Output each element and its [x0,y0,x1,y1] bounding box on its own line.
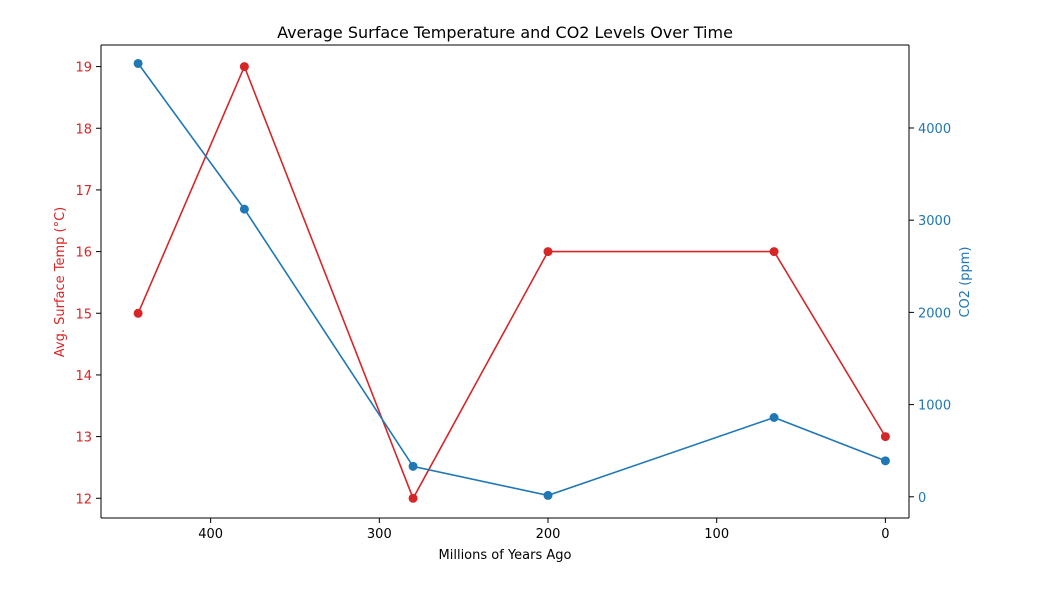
temperature-point [880,432,890,442]
co2-line [137,62,886,497]
axes-layer: 400 300 200 100 0121314151617181901000200030… [75,44,951,542]
y-axis-label-right: CO2 (ppm) [958,246,973,317]
x-tick-label: 400 [198,527,223,542]
y-right-tick-label: 1000 [918,399,951,414]
temperature-point [769,247,779,257]
series-layer [133,58,890,503]
y-left-tick-label: 19 [75,61,92,76]
x-tick-label: 300 [367,527,392,542]
x-tick-label: 100 [704,527,729,542]
y-left-tick-label: 18 [75,122,92,137]
temperature-point [543,247,553,257]
co2-point [769,412,779,422]
chart-title: Average Surface Temperature and CO2 Leve… [277,23,733,42]
temperature-point [239,62,249,72]
y-right-tick-label: 4000 [918,122,951,137]
co2-point [133,58,143,68]
y-right-tick-label: 2000 [918,306,951,321]
temperature-line [137,64,887,501]
x-tick-label: 200 [536,527,561,542]
y-left-tick-label: 14 [75,369,92,384]
co2-point [239,204,249,214]
temperature-point [408,493,418,503]
temperature-point [133,308,143,318]
y-left-tick-label: 12 [75,492,92,507]
co2-point [880,456,890,466]
y-right-tick-label: 0 [918,491,926,506]
y-left-tick-label: 17 [75,184,92,199]
co2-point [543,490,553,500]
x-tick-label: 0 [881,527,889,542]
y-left-tick-label: 15 [75,307,92,322]
y-right-tick-label: 3000 [918,214,951,229]
x-axis-label: Millions of Years Ago [439,548,572,563]
y-left-tick-label: 16 [75,246,92,261]
y-left-tick-label: 13 [75,431,92,446]
y-axis-label-left: Avg. Surface Temp (°C) [53,207,68,358]
co2-point [408,461,418,471]
